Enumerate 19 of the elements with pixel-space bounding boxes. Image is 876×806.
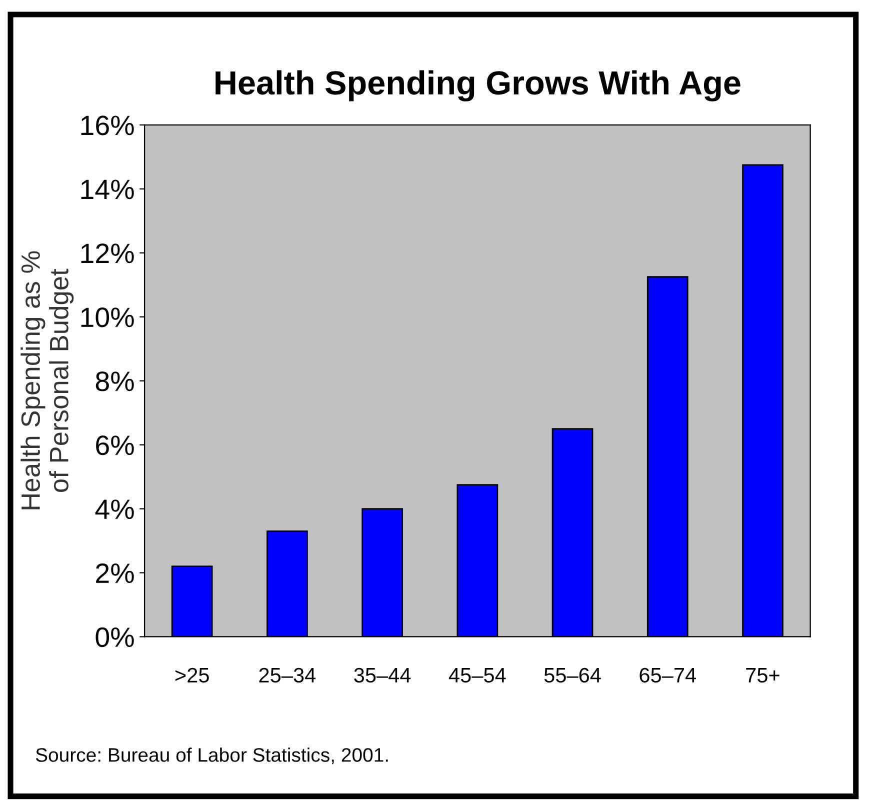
- x-tick-label: 45–54: [448, 668, 506, 683]
- y-tick-label: 14%: [81, 180, 134, 200]
- y-tick-label: 8%: [96, 372, 134, 392]
- x-tick-label: >25: [175, 668, 209, 683]
- x-tick-label: 55–64: [544, 668, 601, 683]
- y-tick-label: 0%: [96, 627, 134, 648]
- x-tick-label: 75+: [746, 668, 780, 683]
- y-tick-label: 10%: [81, 308, 134, 328]
- x-tick-label: 65–74: [640, 668, 696, 683]
- y-tick-label: 16%: [81, 116, 134, 136]
- y-tick-label: 12%: [81, 244, 134, 264]
- source-note: Source: Bureau of Labor Statistics, 2001.: [36, 748, 388, 764]
- y-tick-label: 6%: [96, 435, 134, 456]
- y-tick-label: 2%: [96, 563, 134, 583]
- y-tick-label: 4%: [95, 500, 134, 520]
- chart-title: Health Spending Grows With Age: [216, 70, 740, 102]
- x-tick-label: 35–44: [354, 668, 411, 683]
- y-axis-title: Health Spending as % of Personal Budget: [20, 251, 74, 510]
- x-tick-label: 25–34: [259, 668, 316, 683]
